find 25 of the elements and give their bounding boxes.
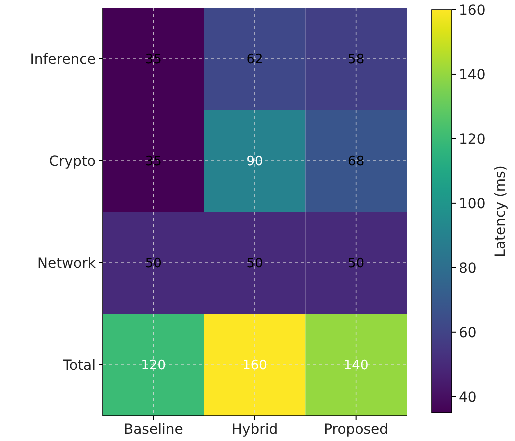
color-bar-label: 100 bbox=[459, 196, 486, 212]
data-label: 35 bbox=[145, 52, 162, 68]
data-label: 90 bbox=[246, 154, 264, 170]
data-label: 50 bbox=[145, 256, 162, 272]
color-bar-label: 80 bbox=[459, 260, 477, 277]
data-label: 35 bbox=[145, 154, 162, 170]
y-tick-label: Crypto bbox=[49, 154, 96, 170]
color-bar-title: Latency (ms) bbox=[493, 166, 509, 258]
x-tick-label: Baseline bbox=[124, 422, 184, 438]
y-tick-label: Total bbox=[62, 358, 96, 374]
data-label: 62 bbox=[246, 52, 264, 68]
color-bar-label: 120 bbox=[459, 132, 486, 148]
data-label: 50 bbox=[246, 256, 264, 272]
data-label: 160 bbox=[242, 358, 268, 374]
color-bar-label: 40 bbox=[459, 390, 477, 406]
color-bar-label: 160 bbox=[459, 2, 486, 19]
color-bar-label: 60 bbox=[459, 325, 477, 342]
data-label: 120 bbox=[141, 358, 166, 374]
data-label: 68 bbox=[348, 154, 365, 170]
color-bar-label: 140 bbox=[459, 67, 486, 84]
x-tick-label: Hybrid bbox=[232, 422, 278, 438]
x-tick-label: Proposed bbox=[324, 422, 389, 438]
y-tick-label: Network bbox=[38, 256, 97, 272]
y-tick-label: Inference bbox=[30, 52, 96, 68]
data-label: 140 bbox=[344, 358, 369, 374]
